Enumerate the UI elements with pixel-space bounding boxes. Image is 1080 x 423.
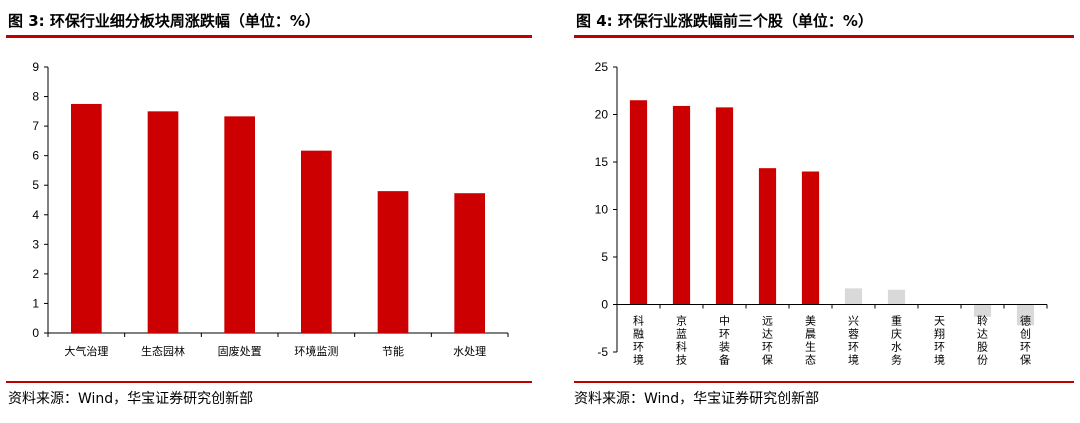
source-rule	[6, 381, 532, 383]
bar	[71, 103, 102, 333]
figure-heading: 环保行业涨跌幅前三个股（单位：%）	[617, 12, 873, 30]
bar	[801, 171, 820, 305]
bar	[973, 304, 992, 317]
y-tick-label: 0	[601, 298, 608, 312]
figure-label: 图 3:	[8, 12, 45, 30]
bar	[301, 150, 332, 333]
y-tick-label: 3	[32, 237, 39, 251]
title-rule	[6, 35, 532, 38]
title-rule	[574, 35, 1074, 38]
y-tick-label: 4	[32, 208, 39, 222]
bar	[672, 105, 691, 305]
bar	[454, 193, 485, 333]
bar	[224, 116, 255, 333]
bar	[1016, 304, 1035, 326]
chart-title: 图 3: 环保行业细分板块周涨跌幅（单位：%）	[8, 10, 320, 31]
y-tick-label: 20	[595, 108, 609, 122]
y-tick-label: 25	[595, 60, 609, 74]
x-category-label: 水处理	[453, 345, 486, 358]
y-tick-label: 9	[32, 60, 39, 74]
source-rule	[574, 381, 1074, 383]
x-category-label: 科融环境	[633, 314, 644, 367]
x-category-label: 京蓝科技	[676, 314, 687, 367]
figure-label: 图 4:	[576, 12, 613, 30]
bar	[758, 168, 777, 305]
y-tick-label: 6	[32, 149, 39, 163]
x-category-label: 固废处置	[218, 344, 262, 358]
bar	[844, 288, 863, 305]
x-category-label: 兴蓉环境	[848, 315, 859, 367]
bar	[715, 107, 734, 305]
y-tick-label: 8	[32, 90, 39, 104]
chart-title: 图 4: 环保行业涨跌幅前三个股（单位：%）	[576, 10, 873, 31]
x-category-label: 生态园林	[141, 344, 185, 358]
bar-chart-stocks: -5 0 5 10 15 20 25 科融环境 京蓝科技 中环装备 远达环保 美晨生态 兴蓉环境 重庆水务…	[595, 60, 1048, 367]
chart-panel-sectors: 图 3: 环保行业细分板块周涨跌幅（单位：%） 0 1 2 3 4 5 6 7 8 9 大气治理 生态…	[6, 10, 532, 407]
x-category-label: 美晨生态	[805, 315, 816, 367]
bar	[887, 289, 906, 305]
x-category-label: 聆达股份	[977, 314, 988, 367]
source-note: 资料来源：Wind，华宝证券研究创新部	[8, 391, 254, 407]
figure-heading: 环保行业细分板块周涨跌幅（单位：%）	[49, 12, 320, 30]
y-tick-label: 7	[32, 119, 39, 133]
x-category-label: 重庆水务	[891, 314, 902, 367]
y-tick-label: 1	[32, 296, 39, 310]
y-tick-label: 0	[32, 326, 39, 340]
x-category-label: 德创环保	[1020, 314, 1031, 367]
bar	[629, 100, 648, 305]
x-category-label: 远达环保	[762, 315, 773, 367]
x-category-label: 节能	[382, 344, 404, 358]
y-tick-label: 10	[595, 203, 609, 217]
y-tick-label: 15	[595, 155, 609, 169]
x-category-label: 中环装备	[719, 315, 730, 367]
bar-chart-sectors: 0 1 2 3 4 5 6 7 8 9 大气治理 生态园林 固废处置 环境监测 节能 水处理	[32, 60, 509, 358]
y-tick-label: 2	[32, 267, 39, 281]
y-tick-label: 5	[601, 250, 608, 264]
bar	[147, 111, 179, 333]
x-category-label: 环境监测	[294, 344, 338, 358]
x-category-label: 大气治理	[64, 344, 108, 358]
bar	[377, 191, 409, 333]
x-category-label: 天翔环境	[934, 315, 945, 367]
chart-panel-stocks: 图 4: 环保行业涨跌幅前三个股（单位：%） -5 0 5 10 15 20 25 科融环境 京…	[570, 0, 1080, 423]
y-tick-label: -5	[597, 345, 608, 359]
source-note: 资料来源：Wind，华宝证券研究创新部	[574, 391, 820, 407]
y-tick-label: 5	[32, 178, 39, 192]
